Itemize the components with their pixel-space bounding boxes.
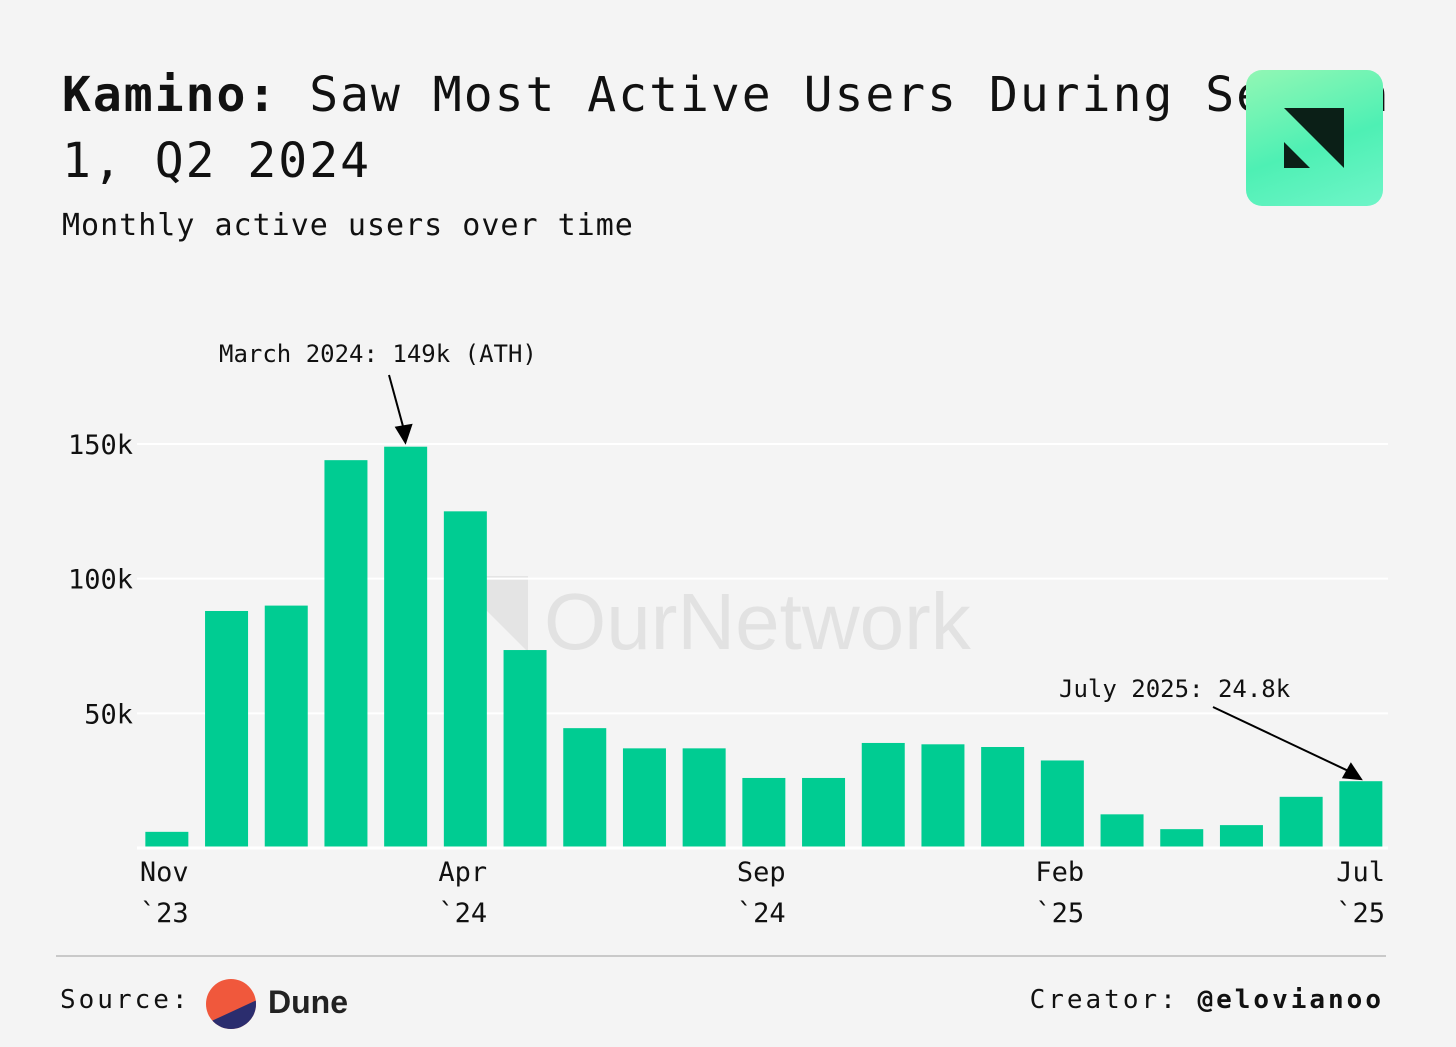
creator-handle: @elovianoo — [1197, 985, 1384, 1015]
x-tick-month: Apr — [438, 857, 487, 888]
bar — [1100, 814, 1144, 848]
bar — [622, 748, 666, 848]
bar — [1160, 829, 1204, 848]
x-tick-year: `25 — [1035, 898, 1084, 929]
x-tick-year: `24 — [438, 898, 487, 929]
annotation-arrow-line — [1212, 706, 1350, 773]
bar-chart: OurNetwork 50k 100k 150k Nov `23 Apr `24 Sep `2… — [68, 340, 1388, 929]
source-label: Source: — [60, 985, 191, 1015]
dune-logo-icon — [206, 979, 256, 1029]
x-tick-month: Jul — [1336, 857, 1385, 888]
x-tick-year: `23 — [140, 898, 189, 929]
bar — [1339, 781, 1383, 848]
creator-label: Creator: — [1029, 985, 1179, 1015]
chart-title: Kamino: Saw Most Active Users During Sea… — [62, 62, 1456, 194]
chart-subtitle: Monthly active users over time — [62, 208, 634, 243]
bar — [861, 742, 905, 848]
bar — [1279, 796, 1323, 848]
annotation-arrowhead — [1341, 762, 1363, 781]
y-tick-label: 50k — [84, 699, 133, 730]
bar — [802, 777, 846, 848]
bar — [205, 610, 249, 848]
dune-wordmark: Dune — [268, 984, 348, 1020]
title-brand: Kamino: — [62, 67, 279, 123]
bar — [264, 605, 308, 848]
creator-credit: Creator: @elovianoo — [1030, 985, 1384, 1015]
title-text: Saw Most Active Users During Season 1, Q… — [62, 67, 1391, 189]
bar — [443, 511, 487, 848]
bar — [563, 728, 607, 848]
bar — [921, 744, 965, 848]
annotation-arrowhead — [394, 423, 413, 445]
annotation-label: July 2025: 24.8k — [1059, 675, 1291, 703]
bar — [1219, 825, 1263, 848]
ournetwork-logo-icon — [1246, 70, 1383, 206]
bar — [1040, 760, 1084, 848]
x-tick-year: `25 — [1336, 898, 1385, 929]
x-tick-month: Feb — [1035, 857, 1084, 888]
bar — [145, 831, 189, 848]
bar — [324, 460, 368, 848]
bar — [981, 747, 1025, 848]
annotation-label: March 2024: 149k (ATH) — [219, 340, 537, 368]
bar — [682, 748, 726, 848]
watermark-text: OurNetwork — [544, 577, 972, 666]
y-tick-label: 100k — [68, 565, 133, 596]
bar — [503, 650, 547, 848]
footer-divider — [56, 955, 1386, 957]
x-tick-month: Nov — [140, 857, 189, 888]
bar — [742, 777, 786, 848]
bar — [384, 446, 428, 848]
y-tick-label: 150k — [68, 430, 133, 461]
annotation-arrow-line — [388, 374, 405, 429]
x-tick-month: Sep — [737, 857, 786, 888]
x-tick-year: `24 — [737, 898, 786, 929]
